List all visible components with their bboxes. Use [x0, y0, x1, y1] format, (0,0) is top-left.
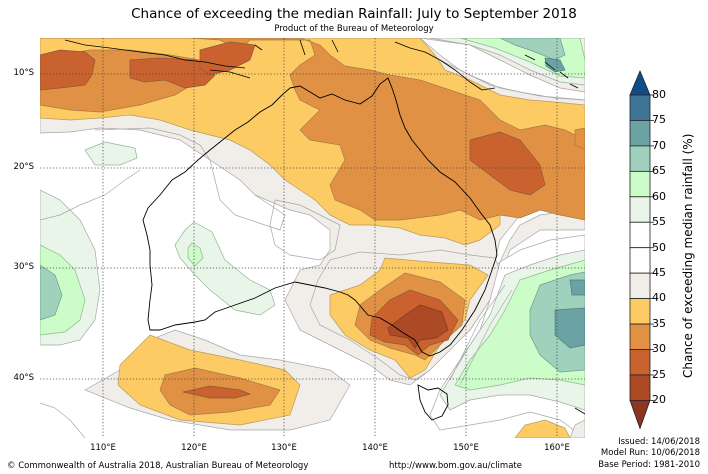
colorbar-tick-65: 65	[652, 164, 666, 177]
colorbar-tick-25: 25	[652, 368, 666, 381]
lon-label-130e: 130°E	[271, 443, 297, 453]
colorbar-tick-40: 40	[652, 291, 666, 304]
contour-line-50	[269, 199, 341, 261]
contour-65-70-west	[40, 264, 63, 321]
lat-label-20s: 20°S	[13, 162, 34, 172]
lat-label-40s: 40°S	[13, 373, 34, 383]
contour-line-45	[94, 127, 286, 231]
model-run-date: Model Run: 10/06/2018	[600, 448, 700, 459]
colorbar-band-40-45	[629, 272, 651, 299]
colorbar-band-70-75	[629, 120, 651, 147]
lon-label-150e: 150°E	[453, 443, 479, 453]
colorbar-tick-70: 70	[652, 139, 666, 152]
base-period: Base Period: 1981-2010	[598, 459, 700, 470]
coastline-tasmania	[417, 384, 449, 421]
issued-date: Issued: 14/06/2018	[618, 437, 700, 447]
colorbar-band-35-40	[629, 298, 651, 325]
chart-subtitle: Product of the Bureau of Meteorology	[274, 24, 434, 34]
coastline-png	[394, 41, 496, 91]
contour-25-30-south	[182, 385, 252, 399]
map-svg	[40, 38, 585, 438]
rainfall-outlook-map	[40, 38, 585, 438]
issue-info: Issued: 14/06/2018 Model Run: 10/06/2018…	[598, 437, 700, 471]
contour-line-coast	[40, 169, 141, 221]
coastline-nz	[574, 407, 585, 415]
contour-60-65-wa-interior	[187, 242, 204, 267]
coastline-indonesia	[64, 39, 339, 79]
contour-70-75-coralsea	[544, 57, 566, 73]
contour-line-sw	[40, 402, 86, 438]
contour-35-40-se-ocean	[514, 419, 571, 438]
colorbar-tick-20: 20	[652, 393, 666, 406]
copyright-notice: © Commonwealth of Australia 2018, Austra…	[7, 461, 309, 471]
contour-55-60-indian-north	[84, 141, 138, 166]
colorbar-tick-45: 45	[652, 266, 666, 279]
contour-25-30-nw	[40, 49, 96, 91]
contour-line-se-tas	[449, 284, 506, 381]
colorbar-band-50-55	[629, 221, 651, 249]
colorbar-band-30-35	[629, 323, 651, 350]
contour-70-75-tasman-north	[569, 279, 585, 296]
colorbar-band-25-30	[629, 349, 651, 376]
colorbar-extend-high	[629, 69, 651, 96]
gridlines	[40, 38, 585, 438]
colorbar-extend-low	[629, 399, 651, 430]
contour-40-45-se-ocean	[569, 419, 585, 438]
colorbar-tick-60: 60	[652, 190, 666, 203]
lon-label-110e: 110°E	[90, 443, 116, 453]
lon-label-140e: 140°E	[362, 443, 388, 453]
colorbar-band-75-80	[629, 94, 651, 121]
colorbar-band-60-65	[629, 170, 651, 198]
coastline-australia	[142, 77, 498, 357]
colorbar-tick-35: 35	[652, 317, 666, 330]
contour-25-30-arafura	[199, 41, 256, 76]
colorbar-tick-75: 75	[652, 113, 666, 126]
colorbar-band-65-70	[629, 145, 651, 172]
contour-30-35-east	[574, 127, 585, 151]
contour-55-60-wa-interior	[174, 221, 276, 316]
contour-line-se-tas2	[459, 289, 513, 386]
contour-25-30-qld	[469, 131, 546, 196]
colorbar-band-55-60	[629, 196, 651, 223]
lon-label-120e: 120°E	[181, 443, 207, 453]
lat-label-10s: 10°S	[13, 68, 34, 78]
contour-70-75-tasman	[554, 307, 585, 349]
chart-title: Chance of exceeding the median Rainfall:…	[131, 6, 577, 22]
colorbar-tick-30: 30	[652, 342, 666, 355]
colorbar-band-45-50	[629, 247, 651, 274]
colorbar-title: Chance of exceeding median rainfall (%)	[681, 133, 695, 378]
lon-label-160e: 160°E	[544, 443, 570, 453]
colorbar-band-20-25	[629, 374, 651, 401]
colorbar-tick-50: 50	[652, 241, 666, 254]
colorbar-tick-80: 80	[652, 88, 666, 101]
source-url: http://www.bom.gov.au/climate	[389, 461, 522, 471]
colorbar	[629, 69, 654, 430]
lat-label-30s: 30°S	[13, 262, 34, 272]
contour-line-coralsea	[439, 59, 585, 101]
colorbar-tick-55: 55	[652, 215, 666, 228]
contour-20-25-se	[387, 304, 449, 349]
coastline-solomons	[524, 54, 579, 89]
